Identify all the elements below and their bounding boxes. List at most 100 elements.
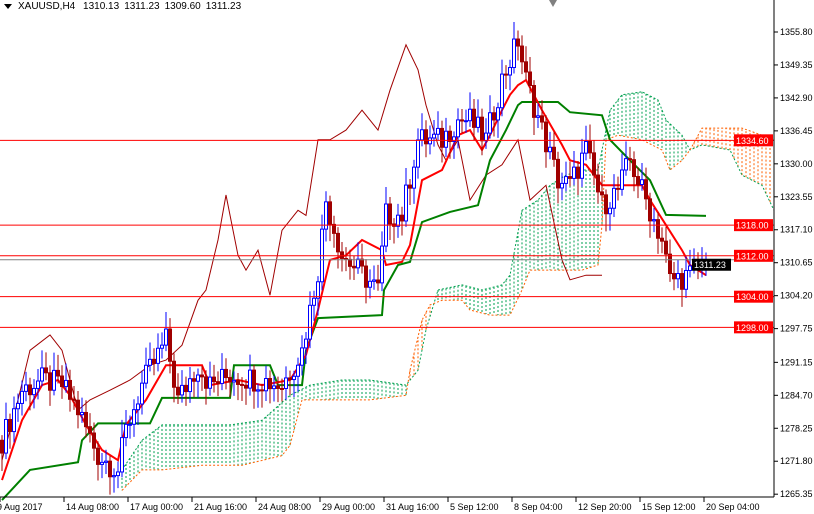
bear-candle [596,174,600,193]
bull-candle [220,368,224,384]
bear-candle [472,108,476,128]
bear-candle [628,158,632,161]
price-tick-label: 1265.35 [780,489,813,499]
time-tick-label: 12 Sep 20:00 [578,502,632,512]
time-tick-label: 5 Sep 12:00 [450,502,499,512]
bear-candle [72,398,76,401]
price-tick-label: 1271.80 [780,456,813,466]
open-value: 1310.13 [83,1,120,12]
price-tick-label: 1291.15 [780,357,813,367]
chart-header: XAUUSD,H4 1310.13 1311.23 1309.60 1311.23 [4,1,246,12]
bull-candle [272,385,276,390]
bear-candle [28,384,32,396]
bear-candle [516,38,520,47]
bear-candle [376,279,380,284]
price-tick-label: 1336.45 [780,126,813,136]
bull-candle [612,187,616,209]
bear-candle [524,61,528,73]
bull-candle [356,258,360,269]
bear-candle [408,184,412,189]
high-value: 1311.23 [124,1,160,12]
bear-candle [216,381,220,384]
bear-candle [544,121,548,153]
bear-candle [236,379,240,385]
bull-candle [132,409,136,425]
bull-candle [20,390,24,404]
bear-candle [96,447,100,465]
bear-candle [504,73,508,76]
bull-candle [508,67,512,76]
bear-candle [492,112,496,121]
bear-candle [260,389,264,392]
bear-candle [224,368,228,379]
bear-candle [616,187,620,190]
bull-candle [208,376,212,389]
bull-candle [500,73,504,109]
bull-candle [684,269,688,290]
bear-candle [48,372,52,391]
bull-candle [496,107,500,121]
bull-candle [16,402,20,410]
bull-candle [36,380,40,389]
bull-candle [284,377,288,389]
bull-candle [140,382,144,405]
level-badge [734,321,773,334]
chart-shift-marker-icon[interactable] [549,0,557,7]
time-tick-label: 15 Sep 12:00 [642,502,696,512]
bull-candle [620,169,624,190]
bull-candle [580,152,584,179]
bear-candle [528,71,532,87]
bull-candle [32,387,36,396]
bear-candle [200,374,204,378]
current-price-label: 1311.23 [694,260,726,270]
bull-candle [420,129,424,141]
bear-candle [448,130,452,142]
level-label: 1298.00 [736,323,769,333]
bull-candle [572,166,576,179]
bear-candle [340,251,344,259]
bull-candle [372,279,376,282]
time-tick-label: 8 Sep 04:00 [514,502,563,512]
bear-candle [228,377,232,383]
bear-candle [244,384,248,389]
level-label: 1304.00 [736,292,769,302]
collapse-triangle-icon[interactable] [4,3,12,9]
indicator-lines [1,43,775,501]
bull-candle [128,423,132,426]
bear-candle [532,85,536,118]
close-value: 1311.23 [205,1,242,12]
level-badge [734,249,773,262]
tenkan-line [1,78,707,481]
bull-candle [148,358,152,366]
bear-candle [252,369,256,392]
bear-candle [360,258,364,267]
bear-candle [168,328,172,362]
bull-candle [264,378,268,392]
bull-candle [548,146,552,153]
bull-candle [640,179,644,185]
bear-candle [0,439,4,454]
bear-candle [668,253,672,275]
level-label: 1318.00 [736,221,769,231]
bear-candle [636,176,640,185]
chikou-line [1,43,602,461]
price-tick-label: 1284.70 [780,390,813,400]
level-label: 1334.60 [736,136,769,146]
bear-candle [520,45,524,63]
price-tick-label: 1355.80 [780,27,813,37]
bull-candle [104,460,108,463]
bear-candle [8,418,12,433]
bull-candle [560,182,564,189]
horizontal-levels[interactable] [0,139,774,328]
bull-candle [444,130,448,148]
bear-candle [268,378,272,390]
bull-candle [676,273,680,280]
bull-candle [464,120,468,123]
bear-candle [672,273,676,280]
bull-candle [80,411,84,416]
bear-candle [664,240,668,255]
ichimoku-cloud [121,91,775,491]
bull-candle [436,127,440,135]
bull-candle [512,38,516,69]
